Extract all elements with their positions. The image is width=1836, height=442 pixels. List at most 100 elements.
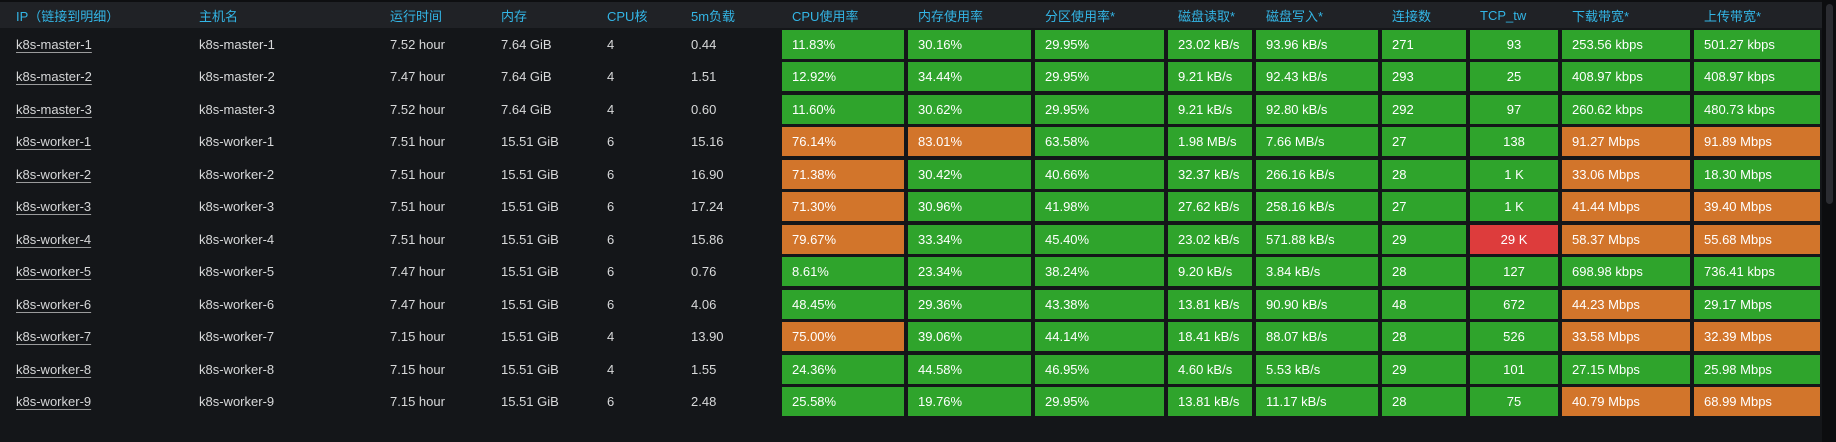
- memory-cell: 15.51 GiB: [501, 296, 559, 312]
- mem-usage-value-chip: 39.06%: [908, 322, 1031, 351]
- download-bw-value-chip: 33.58 Mbps: [1562, 322, 1690, 351]
- col-header-cpu-usage[interactable]: CPU使用率: [792, 8, 859, 24]
- cpu-usage-value-chip: 11.83%: [782, 29, 904, 59]
- tcp-tw-value-chip: 672: [1470, 289, 1558, 319]
- cpu-cores-cell: 6: [607, 296, 615, 312]
- connections-cell: 28: [1380, 386, 1468, 419]
- disk-write-cell: 571.88 kB/s: [1254, 223, 1380, 256]
- mem-usage-cell: 44.58%: [906, 353, 1033, 386]
- tcp-tw-value-chip: 1 K: [1470, 192, 1558, 221]
- disk-read-value-chip: 18.41 kB/s: [1168, 322, 1252, 351]
- col-header-load-5m[interactable]: 5m负载: [691, 8, 736, 24]
- col-header-upload-bw[interactable]: 上传带宽*: [1704, 8, 1762, 24]
- load-5m-cell: 17.24: [691, 199, 724, 215]
- tcp-tw-value-chip: 1 K: [1470, 159, 1558, 189]
- ip-detail-link[interactable]: k8s-worker-1: [16, 134, 92, 150]
- ip-cell: k8s-worker-6: [0, 288, 187, 321]
- table-row: k8s-worker-3 k8s-worker-3 7.51 hour 15.51 G…: [0, 190, 1822, 224]
- ip-detail-link[interactable]: k8s-worker-8: [16, 361, 92, 377]
- mem-usage-cell: 29.36%: [906, 288, 1033, 321]
- ip-detail-link[interactable]: k8s-worker-5: [16, 264, 92, 280]
- ip-detail-link[interactable]: k8s-master-2: [16, 69, 92, 85]
- ip-cell: k8s-worker-7: [0, 321, 187, 354]
- scrollbar-track[interactable]: [1822, 0, 1836, 442]
- uptime-cell: 7.51 hour: [390, 231, 445, 247]
- cpu-usage-value-chip: 71.38%: [782, 159, 904, 189]
- disk-write-cell: 258.16 kB/s: [1254, 191, 1380, 224]
- tcp-tw-value-chip: 29 K: [1470, 224, 1558, 254]
- ip-detail-link[interactable]: k8s-master-3: [16, 101, 92, 117]
- hostname-cell: k8s-master-3: [199, 101, 275, 117]
- cpu-cores-cell: 6: [607, 231, 615, 247]
- download-bw-value-chip: 253.56 kbps: [1562, 29, 1690, 59]
- col-header-disk-write[interactable]: 磁盘写入*: [1266, 8, 1324, 24]
- ip-detail-link[interactable]: k8s-worker-9: [16, 394, 92, 410]
- mem-usage-cell: 30.96%: [906, 191, 1033, 224]
- download-bw-cell: 58.37 Mbps: [1560, 223, 1692, 256]
- tcp-tw-cell: 127: [1468, 256, 1560, 289]
- download-bw-cell: 40.79 Mbps: [1560, 386, 1692, 419]
- ip-detail-link[interactable]: k8s-master-1: [16, 36, 92, 52]
- ip-detail-link[interactable]: k8s-worker-7: [16, 329, 92, 345]
- cpu-usage-cell: 12.92%: [780, 61, 906, 94]
- cpu-usage-cell: 11.60%: [780, 93, 906, 126]
- col-header-memory[interactable]: 内存: [501, 8, 528, 24]
- tcp-tw-cell: 1 K: [1468, 191, 1560, 224]
- disk-write-cell: 90.90 kB/s: [1254, 288, 1380, 321]
- load-5m-cell: 0.44: [691, 36, 717, 52]
- scrollbar-thumb[interactable]: [1826, 4, 1833, 204]
- uptime-cell: 7.15 hour: [390, 329, 445, 345]
- load-5m-cell: 1.51: [691, 69, 717, 85]
- mem-usage-value-chip: 30.62%: [908, 94, 1031, 124]
- disk-write-cell: 5.53 kB/s: [1254, 353, 1380, 386]
- tcp-tw-cell: 93: [1468, 28, 1560, 61]
- connections-cell: 293: [1380, 61, 1468, 94]
- col-header-mem-usage[interactable]: 内存使用率: [918, 8, 984, 24]
- hostname-cell: k8s-worker-1: [199, 134, 275, 150]
- mem-usage-cell: 39.06%: [906, 321, 1033, 354]
- download-bw-value-chip: 260.62 kbps: [1562, 94, 1690, 124]
- uptime-cell: 7.52 hour: [390, 101, 445, 117]
- cpu-usage-value-chip: 24.36%: [782, 354, 904, 384]
- col-header-hostname[interactable]: 主机名: [199, 8, 239, 24]
- col-header-cpu-cores[interactable]: CPU核: [607, 8, 648, 24]
- cpu-cores-cell: 4: [607, 36, 615, 52]
- ip-detail-link[interactable]: k8s-worker-4: [16, 231, 92, 247]
- disk-read-cell: 23.02 kB/s: [1166, 223, 1254, 256]
- connections-value-chip: 292: [1382, 94, 1466, 124]
- col-header-uptime[interactable]: 运行时间: [390, 8, 443, 24]
- col-header-partition-usage[interactable]: 分区使用率*: [1045, 8, 1116, 24]
- ip-detail-link[interactable]: k8s-worker-2: [16, 166, 92, 182]
- partition-usage-cell: 44.14%: [1033, 321, 1166, 354]
- partition-usage-value-chip: 46.95%: [1035, 354, 1164, 384]
- partition-usage-value-chip: 63.58%: [1035, 127, 1164, 156]
- memory-cell: 15.51 GiB: [501, 361, 559, 377]
- disk-write-cell: 92.43 kB/s: [1254, 61, 1380, 94]
- col-header-connections[interactable]: 连接数: [1392, 8, 1432, 24]
- disk-write-value-chip: 11.17 kB/s: [1256, 387, 1378, 416]
- partition-usage-value-chip: 29.95%: [1035, 62, 1164, 91]
- upload-bw-cell: 39.40 Mbps: [1692, 191, 1822, 224]
- disk-read-value-chip: 13.81 kB/s: [1168, 289, 1252, 319]
- table-row: k8s-master-2 k8s-master-2 7.47 hour 7.64 Gi…: [0, 60, 1822, 94]
- download-bw-cell: 260.62 kbps: [1560, 93, 1692, 126]
- ip-detail-link[interactable]: k8s-worker-6: [16, 296, 92, 312]
- memory-cell: 15.51 GiB: [501, 199, 559, 215]
- cpu-cores-cell: 4: [607, 69, 615, 85]
- partition-usage-cell: 29.95%: [1033, 93, 1166, 126]
- col-header-download-bw[interactable]: 下载带宽*: [1572, 8, 1630, 24]
- partition-usage-cell: 63.58%: [1033, 126, 1166, 159]
- tcp-tw-value-chip: 93: [1470, 29, 1558, 59]
- tcp-tw-cell: 101: [1468, 353, 1560, 386]
- memory-cell: 15.51 GiB: [501, 264, 559, 280]
- download-bw-cell: 33.06 Mbps: [1560, 158, 1692, 191]
- col-header-ip[interactable]: IP（链接到明细）: [16, 8, 120, 24]
- ip-detail-link[interactable]: k8s-worker-3: [16, 199, 92, 215]
- col-header-tcp-tw[interactable]: TCP_tw: [1480, 7, 1527, 23]
- col-header-disk-read[interactable]: 磁盘读取*: [1178, 8, 1236, 24]
- disk-write-cell: 266.16 kB/s: [1254, 158, 1380, 191]
- load-5m-cell: 1.55: [691, 361, 717, 377]
- ip-cell: k8s-master-2: [0, 61, 187, 94]
- upload-bw-value-chip: 39.40 Mbps: [1694, 192, 1820, 221]
- metrics-table: IP（链接到明细） 主机名 运行时间 内存 CPU核 5m负载 CPU使用率 内存使用率 分区使…: [0, 2, 1822, 418]
